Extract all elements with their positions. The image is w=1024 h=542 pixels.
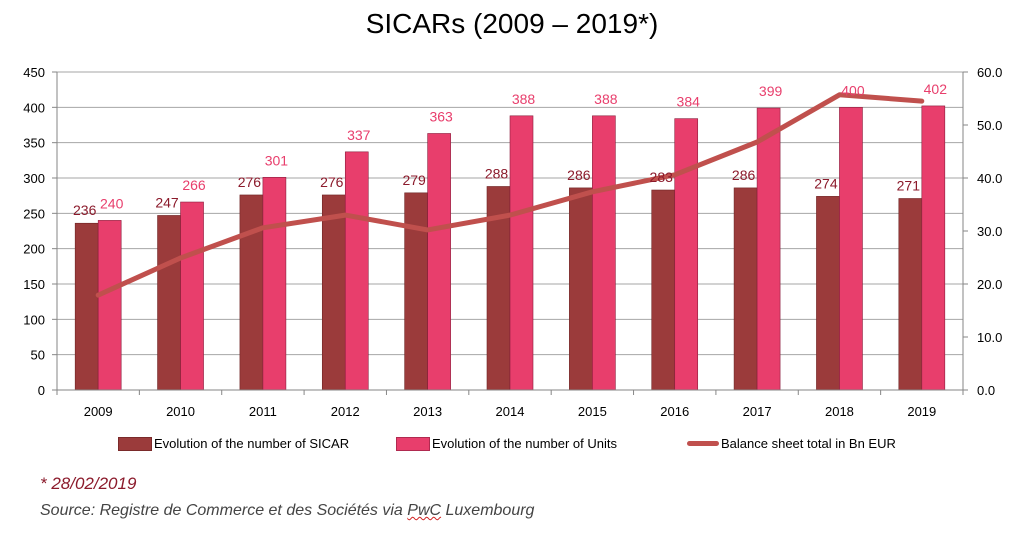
data-label-units: 402	[924, 81, 948, 97]
right-tick-label: 10.0	[977, 330, 1002, 345]
legend-line-balance	[687, 441, 719, 446]
right-tick-label: 0.0	[977, 383, 995, 398]
legend-label-units: Evolution of the number of Units	[432, 436, 617, 451]
source-suffix: Luxembourg	[441, 502, 535, 519]
x-tick-label: 2011	[249, 404, 277, 419]
left-tick-label: 450	[23, 65, 45, 80]
source-note: Source: Registre de Commerce et des Soci…	[40, 502, 534, 520]
right-tick-label: 50.0	[977, 118, 1002, 133]
legend-swatch-sicar	[118, 436, 152, 451]
data-label-units: 384	[677, 94, 701, 110]
bar-units	[756, 107, 781, 391]
left-tick-label: 200	[23, 242, 45, 257]
balance-line	[95, 92, 925, 298]
x-tick-label: 2012	[331, 404, 360, 419]
bar-units	[344, 151, 369, 391]
axes: 0 50 100 150 200 250 300 350 400 450 0.0 10.0 20.0 30…	[23, 65, 1002, 419]
bar-sicar	[569, 187, 593, 391]
left-tick-label: 150	[23, 277, 45, 292]
bar-sicar	[239, 194, 264, 391]
data-label-sicar: 286	[567, 167, 591, 183]
data-label-sicar: 276	[238, 174, 262, 190]
left-tick-label: 250	[23, 206, 45, 221]
bar-sicar	[321, 194, 346, 391]
source-pwc: PwC	[407, 502, 442, 519]
legend-item-sicar: Evolution of the number of SICAR	[118, 436, 349, 451]
bar-sicar	[404, 192, 428, 391]
data-label-sicar: 279	[402, 172, 426, 188]
x-tick-label: 2017	[743, 404, 772, 419]
x-tick-label: 2009	[84, 404, 113, 419]
bar-units	[97, 220, 122, 391]
legend-swatch-units	[396, 436, 430, 451]
data-label-units: 337	[347, 127, 371, 143]
legend-item-balance: Balance sheet total in Bn EUR	[687, 436, 896, 451]
data-label-units: 301	[265, 152, 289, 168]
x-tick-label: 2018	[825, 404, 854, 419]
data-label-units: 388	[512, 91, 536, 107]
x-tick-label: 2014	[496, 404, 525, 419]
bar-units	[674, 118, 699, 391]
right-tick-label: 30.0	[977, 224, 1002, 239]
data-label-units: 363	[429, 108, 453, 124]
bar-sicar	[74, 222, 99, 391]
legend-item-units: Evolution of the number of Units	[396, 436, 617, 451]
bar-sicar	[651, 189, 676, 391]
bar-units	[921, 105, 946, 391]
bar-units	[839, 107, 863, 391]
data-label-sicar: 274	[814, 175, 838, 191]
right-tick-label: 20.0	[977, 277, 1002, 292]
data-label-sicar: 283	[650, 169, 674, 185]
x-tick-label: 2016	[660, 404, 689, 419]
right-tick-label: 60.0	[977, 65, 1002, 80]
bar-sicar	[733, 187, 758, 391]
x-tick-label: 2015	[578, 404, 607, 419]
left-tick-label: 350	[23, 136, 45, 151]
left-tick-label: 400	[23, 100, 45, 115]
left-tick-label: 100	[23, 312, 45, 327]
left-tick-label: 300	[23, 171, 45, 186]
data-label-sicar: 286	[732, 167, 756, 183]
legend-label-balance: Balance sheet total in Bn EUR	[721, 436, 896, 451]
data-label-units: 399	[759, 83, 783, 99]
bar-units	[180, 201, 204, 391]
bar-units	[427, 133, 451, 391]
bar-sicar	[816, 196, 840, 391]
x-tick-label: 2010	[166, 404, 195, 419]
legend: Evolution of the number of SICAR Evoluti…	[0, 436, 1024, 456]
bar-units	[509, 115, 534, 391]
data-label-units: 240	[100, 195, 124, 211]
data-label-units: 266	[182, 177, 206, 193]
left-tick-label: 50	[31, 348, 45, 363]
chart-title: SICARs (2009 – 2019*)	[365, 8, 659, 39]
data-label-units: 388	[594, 91, 618, 107]
data-label-sicar: 271	[897, 177, 921, 193]
x-tick-label: 2019	[907, 404, 936, 419]
data-label-units: 400	[841, 82, 865, 98]
source-prefix: Source: Registre de Commerce et des Soci…	[40, 502, 408, 519]
footnote: * 28/02/2019	[40, 474, 137, 493]
bar-units	[592, 115, 616, 391]
data-label-sicar: 236	[73, 202, 97, 218]
bar-units	[262, 176, 287, 391]
bar-sicar	[898, 198, 923, 391]
data-label-sicar: 288	[485, 165, 509, 181]
data-label-sicar: 276	[320, 174, 344, 190]
bar-sicar	[157, 215, 181, 391]
legend-label-sicar: Evolution of the number of SICAR	[154, 436, 350, 451]
x-tick-label: 2013	[413, 404, 442, 419]
right-tick-label: 40.0	[977, 171, 1002, 186]
left-tick-label: 0	[38, 383, 45, 398]
data-label-sicar: 247	[155, 194, 179, 210]
